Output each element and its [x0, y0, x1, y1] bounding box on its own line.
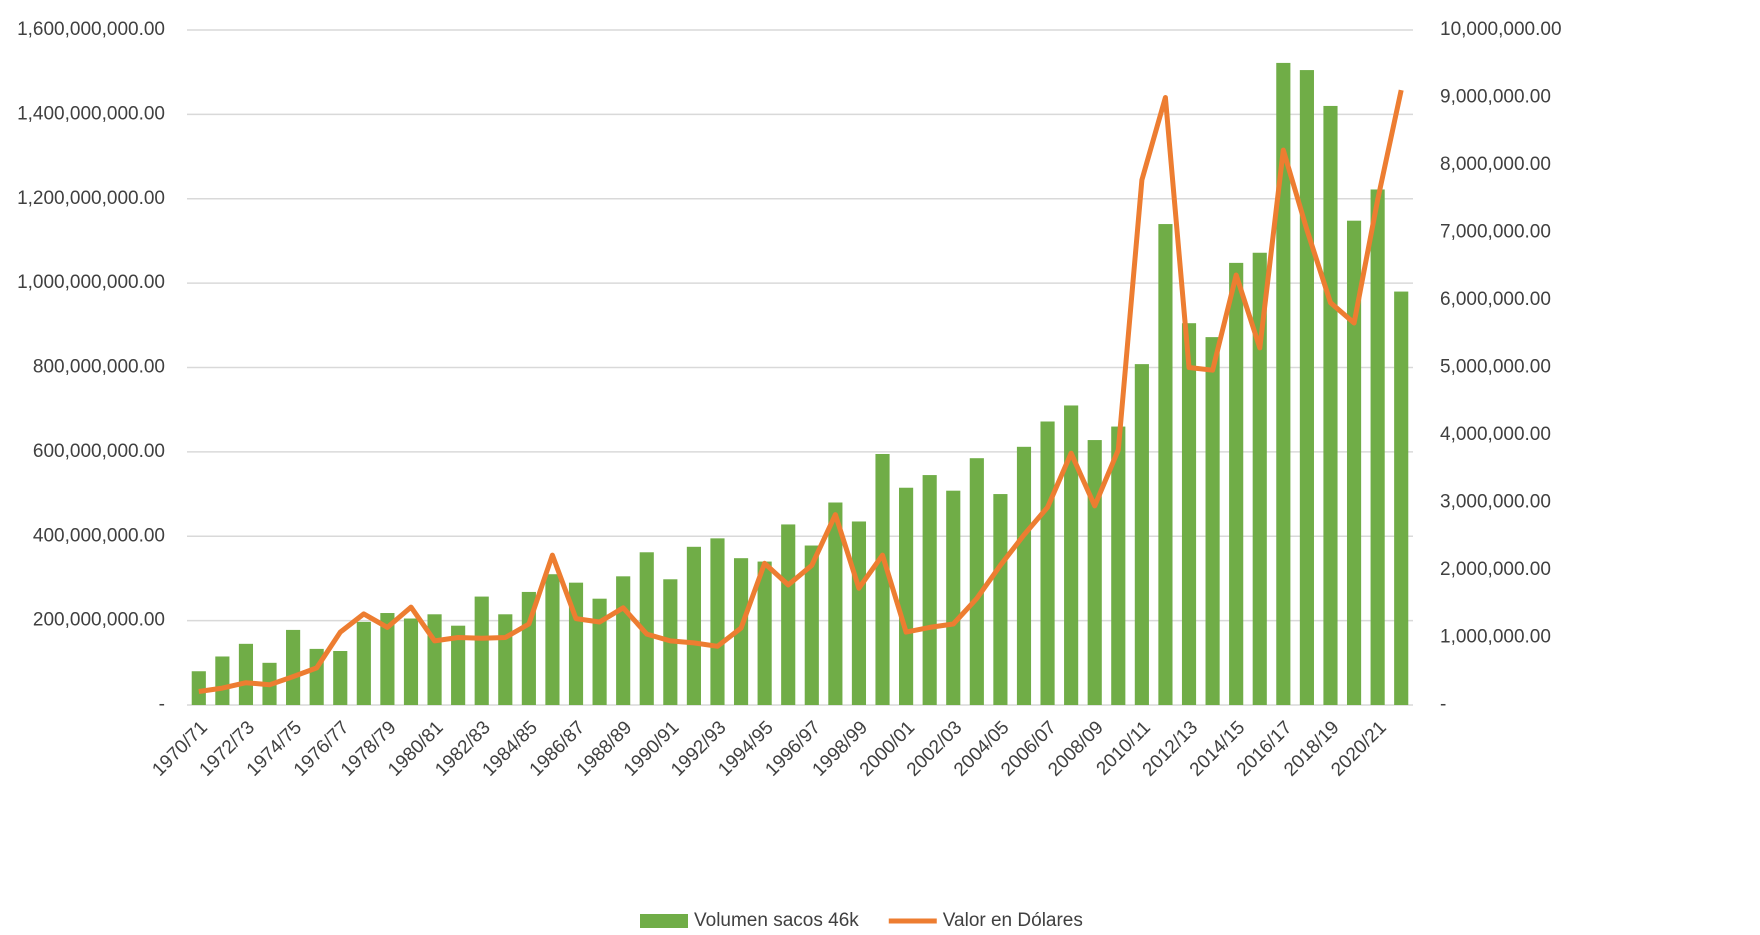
y2-tick-label: 7,000,000.00: [1440, 222, 1551, 243]
y2-tick-label: 9,000,000.00: [1440, 87, 1551, 108]
bar: [1040, 421, 1055, 705]
bar: [1016, 446, 1032, 705]
bar: [1111, 426, 1126, 705]
y2-tick-label: 1,000,000.00: [1440, 627, 1551, 648]
y-tick-label: 1,400,000,000.00: [17, 103, 165, 124]
bar: [899, 487, 914, 705]
bar: [875, 453, 890, 705]
bar: [757, 561, 772, 705]
y2-tick-label: -: [1440, 694, 1446, 715]
bar: [804, 545, 819, 705]
bar: [380, 613, 395, 705]
bar: [1370, 189, 1385, 705]
y2-tick-label: 4,000,000.00: [1440, 424, 1551, 445]
bar: [191, 671, 206, 705]
bar: [733, 558, 749, 705]
bar: [828, 502, 843, 705]
bar: [451, 625, 466, 705]
bar: [592, 598, 607, 705]
bar: [1181, 323, 1197, 705]
bar: [498, 614, 513, 705]
bar: [1087, 440, 1102, 705]
bar: [1346, 220, 1362, 705]
y-tick-label: -: [159, 694, 165, 715]
y-tick-label: 1,200,000,000.00: [17, 188, 165, 209]
y-tick-label: 200,000,000.00: [33, 610, 165, 631]
bar: [686, 546, 701, 705]
line: [198, 89, 1404, 694]
bar: [851, 521, 867, 705]
legend-label: Volumen sacos 46k: [694, 910, 859, 931]
bar: [403, 618, 419, 705]
bar: [238, 643, 254, 705]
y-tick-label: 600,000,000.00: [33, 441, 165, 462]
y-tick-label: 400,000,000.00: [33, 525, 165, 546]
bar: [545, 574, 560, 705]
legend-swatch: [640, 914, 688, 928]
bar: [1134, 364, 1149, 705]
bar: [427, 614, 442, 705]
bar: [922, 475, 937, 705]
bar: [1299, 70, 1314, 705]
bar: [1276, 62, 1291, 705]
bar: [215, 656, 230, 705]
bar: [1252, 252, 1267, 705]
bar: [333, 651, 348, 705]
bar: [616, 576, 631, 705]
bar: [993, 494, 1008, 705]
bar: [781, 524, 796, 705]
legend-label: Valor en Dólares: [943, 910, 1083, 931]
bar: [356, 621, 371, 705]
y-tick-label: 1,600,000,000.00: [17, 19, 165, 40]
bar: [1229, 262, 1244, 705]
y-tick-label: 1,000,000,000.00: [17, 272, 165, 293]
bar: [1394, 291, 1409, 705]
y2-tick-label: 5,000,000.00: [1440, 357, 1551, 378]
bar: [474, 596, 489, 705]
y2-tick-label: 10,000,000.00: [1440, 19, 1562, 40]
bar: [1158, 224, 1173, 705]
bar: [969, 458, 984, 705]
bar: [286, 629, 301, 705]
y2-tick-label: 8,000,000.00: [1440, 154, 1551, 175]
y-tick-label: 800,000,000.00: [33, 357, 165, 378]
bar: [639, 552, 654, 705]
y2-tick-label: 6,000,000.00: [1440, 289, 1551, 310]
bar: [1064, 405, 1079, 705]
bar: [1323, 105, 1338, 705]
y2-tick-label: 3,000,000.00: [1440, 492, 1551, 513]
y2-tick-label: 2,000,000.00: [1440, 559, 1551, 580]
bar: [710, 538, 725, 705]
bar: [1205, 337, 1220, 705]
bar: [946, 490, 961, 705]
